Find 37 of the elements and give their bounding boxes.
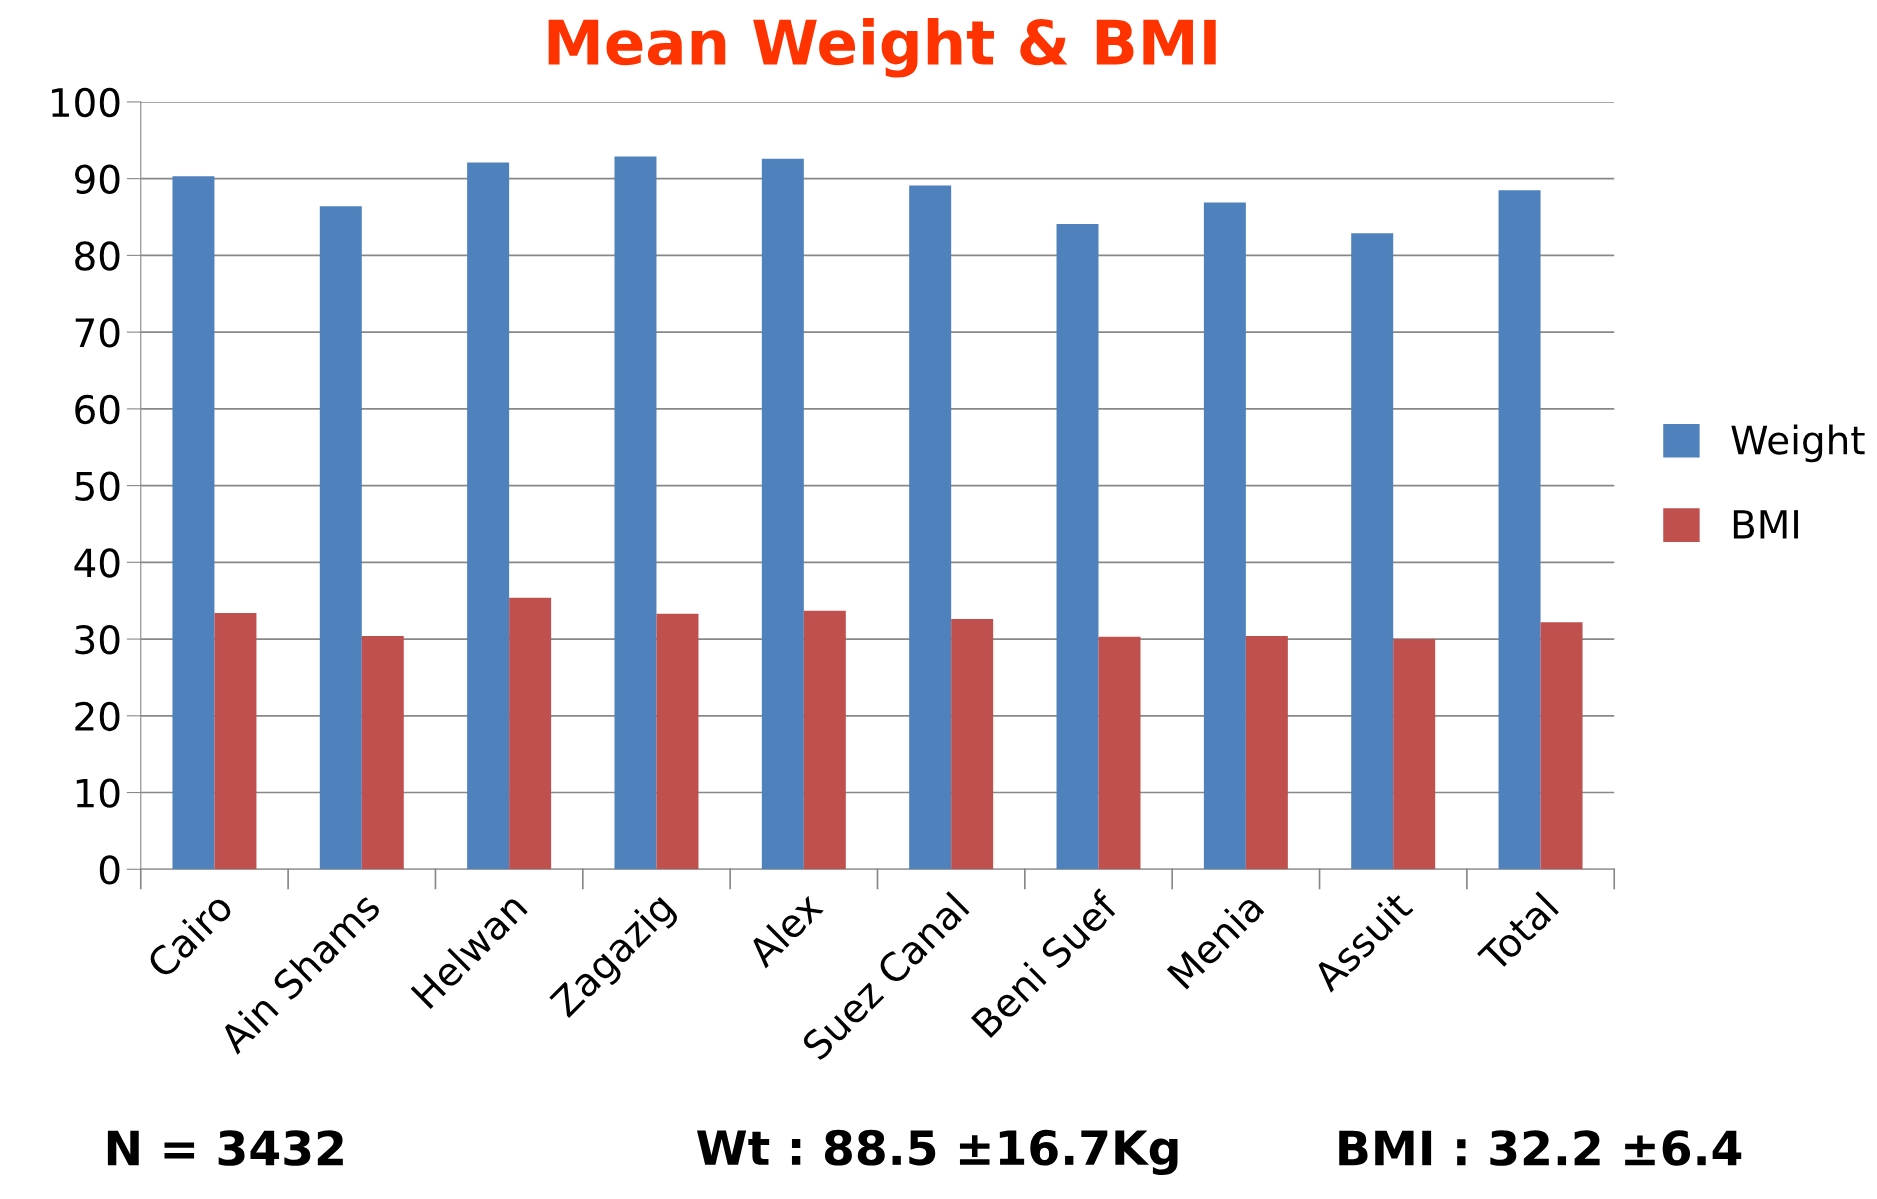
text: BMI : 32.2 ±6.4 bbox=[1339, 1130, 1742, 1166]
legend-label: BMI bbox=[1733, 510, 1798, 539]
y-tick-label: 30 bbox=[75, 624, 120, 655]
bar bbox=[1098, 636, 1141, 870]
bar bbox=[319, 206, 362, 870]
y-tick-label: 20 bbox=[75, 701, 120, 732]
bar bbox=[1393, 639, 1436, 870]
bar bbox=[614, 156, 657, 870]
bar bbox=[909, 185, 952, 870]
text: N = 3432 bbox=[107, 1130, 343, 1166]
bar bbox=[172, 176, 215, 870]
y-tick-label: 0 bbox=[99, 855, 120, 885]
bar bbox=[1056, 223, 1099, 870]
y-tick-label: 70 bbox=[75, 318, 120, 348]
bar bbox=[467, 162, 510, 870]
y-tick-label: 50 bbox=[75, 471, 120, 501]
bar bbox=[761, 158, 804, 870]
y-tick-label: 90 bbox=[74, 164, 120, 194]
bar bbox=[1245, 636, 1288, 870]
legend-label: Weight bbox=[1731, 424, 1865, 463]
bar bbox=[1498, 190, 1541, 870]
bar bbox=[361, 636, 404, 870]
bar bbox=[803, 610, 846, 870]
bar bbox=[656, 613, 699, 870]
bar bbox=[1203, 202, 1246, 870]
y-tick-label: 80 bbox=[75, 241, 120, 271]
bar bbox=[509, 597, 552, 870]
text: Wt : 88.5 ±16.7Kg bbox=[697, 1129, 1178, 1176]
bar bbox=[1351, 233, 1394, 870]
y-tick-label: 40 bbox=[74, 548, 120, 578]
chart-title: Mean Weight & BMI bbox=[548, 17, 1216, 78]
bar bbox=[951, 619, 994, 870]
bar bbox=[1540, 622, 1583, 870]
y-tick-label: 60 bbox=[75, 394, 120, 425]
y-tick-label: 10 bbox=[76, 778, 120, 808]
bar bbox=[214, 612, 257, 870]
y-tick-label: 100 bbox=[52, 87, 120, 118]
